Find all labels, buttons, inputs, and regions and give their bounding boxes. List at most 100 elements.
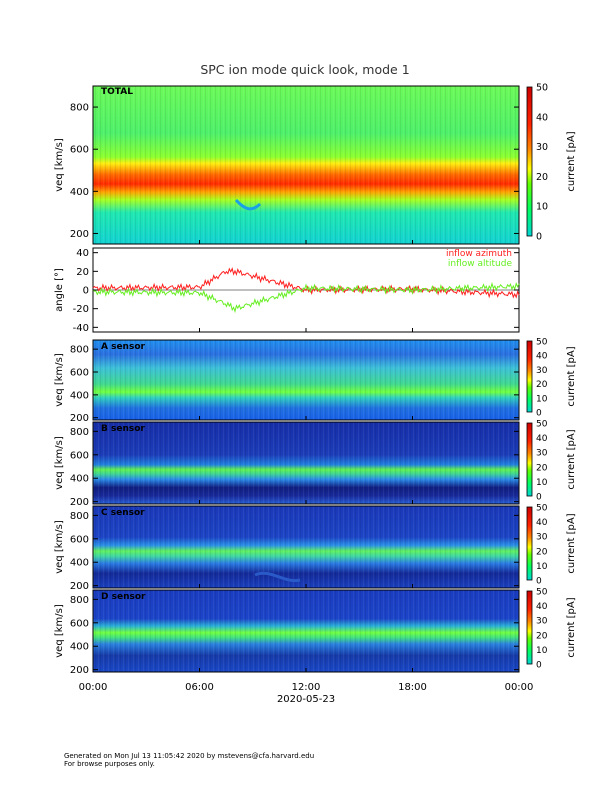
x-axis-date: 2020-05-23	[277, 694, 335, 705]
colorbar-tick-label: 10	[536, 478, 548, 488]
y-axes: 200 400 600 800 veq [km/s] -40 -20 0 20 40 angle […	[54, 103, 519, 676]
x-tick-label: 00:00	[505, 682, 534, 693]
colorbar-tick-label: 30	[536, 142, 548, 153]
legend-altitude: inflow altitude	[448, 259, 513, 269]
y-tick-label: 400	[70, 187, 89, 198]
sensor-c-tail-streak	[254, 571, 301, 583]
y-axis-label: veq [km/s]	[54, 604, 65, 658]
colorbar-tick-label: 30	[536, 366, 548, 376]
footer: Generated on Mon Jul 13 11:05:42 2020 by…	[64, 752, 314, 768]
colorbar-tick-label: 40	[536, 602, 548, 612]
y-tick-label: 20	[76, 267, 89, 278]
y-tick-label: -20	[73, 304, 89, 315]
colorbar-tick-label: 0	[536, 493, 542, 503]
colorbar-tick-label: 50	[536, 338, 548, 348]
colorbar-label: current [pA]	[566, 597, 577, 657]
panel-label-sensor-d: D sensor	[101, 592, 146, 602]
colorbar-label: current [pA]	[566, 346, 577, 406]
y-tick-label: 200	[70, 665, 89, 676]
footer-generated: Generated on Mon Jul 13 11:05:42 2020 by…	[64, 752, 315, 760]
colorbar-tick-label: 0	[536, 577, 542, 587]
colorbar-tick-label: 30	[536, 449, 548, 459]
colorbar-tick-label: 0	[536, 232, 542, 243]
panel-sensor-b: B sensor	[92, 421, 520, 505]
y-tick-label: 400	[70, 558, 89, 569]
figure-title: SPC ion mode quick look, mode 1	[200, 62, 409, 77]
y-tick-label: 400	[70, 474, 89, 485]
footer-note: For browse purposes only.	[64, 760, 155, 768]
y-axis-label: angle [°]	[54, 268, 65, 312]
panel-label-sensor-b: B sensor	[101, 424, 145, 434]
colorbar-tick-label: 0	[536, 661, 542, 671]
colorbars: 0 10 20 30 40 50 current [pA] 0 10 20 30 40 50 curren…	[526, 83, 577, 671]
colorbar-tick-label: 40	[536, 112, 548, 123]
colorbar-label: current [pA]	[566, 429, 577, 489]
y-tick-label: 200	[70, 413, 89, 424]
colorbar-tick-label: 50	[536, 588, 548, 598]
x-tick-label: 18:00	[398, 682, 427, 693]
colorbar-label: current [pA]	[566, 131, 577, 191]
colorbar	[526, 590, 533, 665]
x-tick-label: 00:00	[79, 682, 108, 693]
altitude-series-line	[92, 281, 520, 314]
y-tick-label: 40	[76, 248, 89, 259]
colorbar-tick-label: 40	[536, 434, 548, 444]
y-tick-label: 600	[70, 450, 89, 461]
y-axis-label: veq [km/s]	[54, 436, 65, 490]
panel-angle: inflow azimuth inflow altitude	[92, 247, 520, 333]
colorbar-tick-label: 50	[536, 83, 548, 94]
colorbar-tick-label: 20	[536, 547, 548, 557]
y-tick-label: 800	[70, 595, 89, 606]
y-tick-label: 800	[70, 103, 89, 114]
colorbar-tick-label: 40	[536, 518, 548, 528]
colorbar-tick-label: 20	[536, 463, 548, 473]
x-tick-label: 06:00	[185, 682, 214, 693]
colorbar-tick-label: 20	[536, 380, 548, 390]
y-tick-label: 600	[70, 534, 89, 545]
colorbar-tick-label: 40	[536, 352, 548, 362]
panel-label-total: TOTAL	[101, 87, 133, 97]
colorbar	[526, 506, 533, 581]
colorbar-tick-label: 10	[536, 646, 548, 656]
panel-sensor-d: D sensor	[92, 589, 520, 673]
y-tick-label: 400	[70, 390, 89, 401]
colorbar-tick-label: 10	[536, 562, 548, 572]
total-blue-wave	[234, 198, 262, 211]
y-axis-label: veq [km/s]	[54, 353, 65, 407]
y-tick-label: 800	[70, 427, 89, 438]
y-tick-label: 600	[70, 368, 89, 379]
azimuth-series-line	[92, 267, 520, 299]
y-tick-label: 600	[70, 618, 89, 629]
y-tick-label: 200	[70, 581, 89, 592]
colorbar-tick-label: 30	[536, 533, 548, 543]
colorbar-tick-label: 20	[536, 631, 548, 641]
x-axis: 00:00 06:00 12:00 18:00 00:00	[79, 240, 534, 693]
legend-azimuth: inflow azimuth	[446, 249, 512, 259]
y-tick-label: 600	[70, 145, 89, 156]
colorbar-tick-label: 30	[536, 617, 548, 627]
y-axis-label: veq [km/s]	[54, 138, 65, 192]
colorbar-tick-label: 50	[536, 504, 548, 514]
y-tick-label: 400	[70, 642, 89, 653]
colorbar	[526, 340, 533, 413]
panel-label-sensor-a: A sensor	[101, 342, 146, 352]
colorbar-tick-label: 50	[536, 420, 548, 430]
panel-label-sensor-c: C sensor	[101, 508, 145, 518]
y-tick-label: 800	[70, 511, 89, 522]
y-tick-label: -40	[73, 323, 89, 334]
colorbar-label: current [pA]	[566, 513, 577, 573]
colorbar-tick-label: 10	[536, 394, 548, 404]
y-tick-label: 200	[70, 229, 89, 240]
y-tick-label: 800	[70, 345, 89, 356]
colorbar-tick-label: 20	[536, 172, 548, 183]
y-tick-label: 0	[83, 286, 89, 297]
y-axis-label: veq [km/s]	[54, 520, 65, 574]
colorbar	[526, 422, 533, 497]
y-tick-label: 200	[70, 497, 89, 508]
x-tick-label: 12:00	[292, 682, 321, 693]
panel-sensor-a: A sensor	[92, 339, 520, 421]
colorbar-tick-label: 0	[536, 409, 542, 419]
panel-total: TOTAL	[92, 85, 520, 245]
panel-sensor-c: C sensor	[92, 505, 520, 589]
